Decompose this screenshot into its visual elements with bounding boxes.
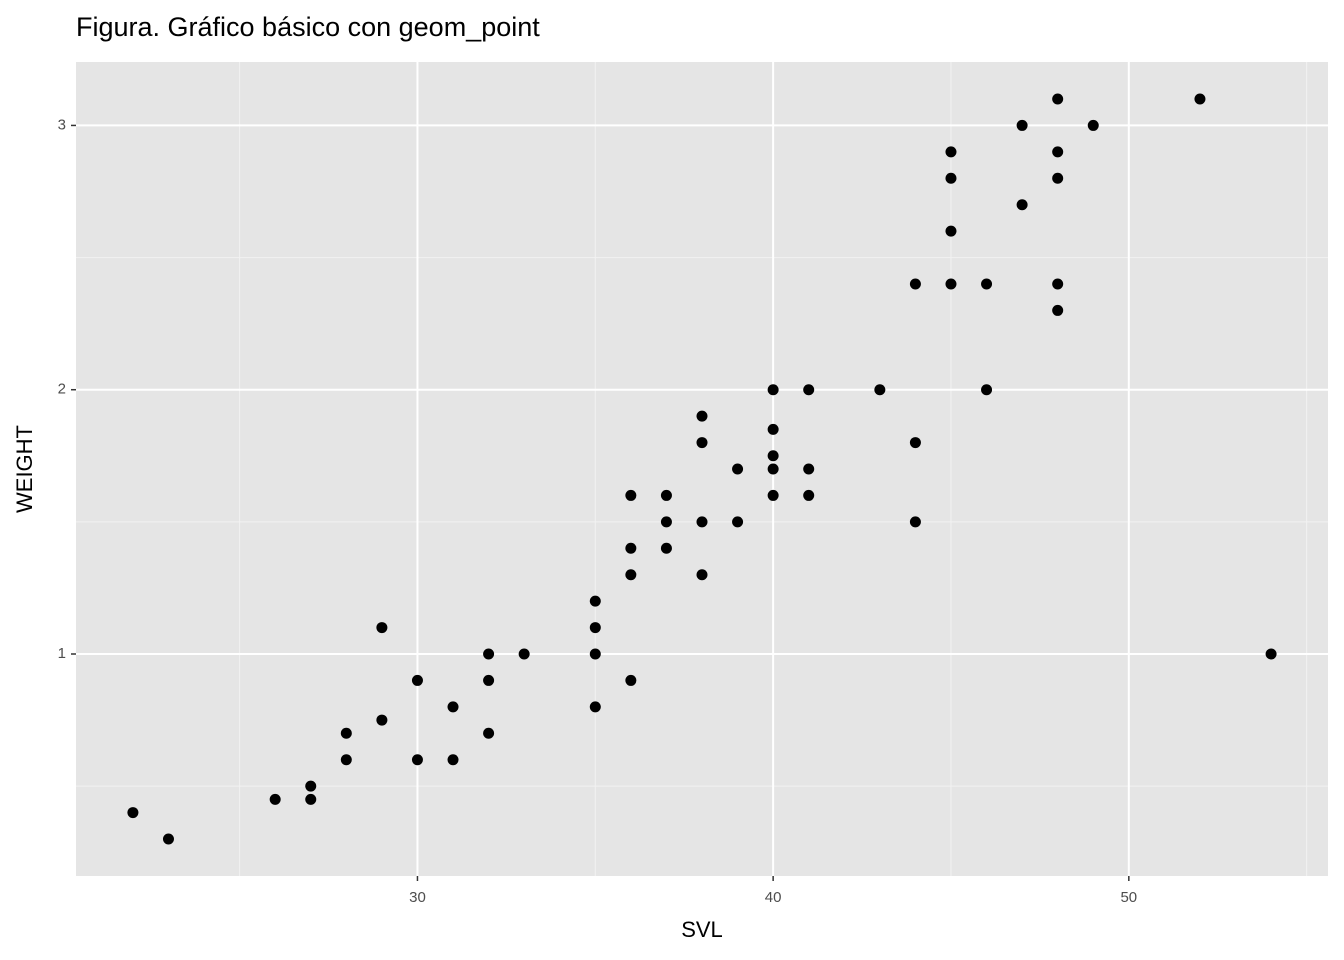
x-tick-label: 50: [1120, 889, 1137, 906]
point: [518, 648, 530, 660]
point: [767, 423, 779, 435]
point: [981, 278, 993, 290]
point: [411, 754, 423, 766]
point: [1194, 93, 1206, 105]
point: [625, 674, 637, 686]
point: [945, 146, 957, 158]
y-tick-label: 3: [58, 116, 66, 133]
point: [767, 384, 779, 396]
point: [767, 450, 779, 462]
point: [696, 569, 708, 581]
point: [127, 807, 139, 819]
point: [767, 489, 779, 501]
point: [589, 595, 601, 607]
point: [1016, 119, 1028, 131]
point: [1016, 199, 1028, 211]
point: [660, 516, 672, 528]
point: [1052, 304, 1064, 316]
point: [660, 542, 672, 554]
point: [767, 463, 779, 475]
point: [376, 714, 388, 726]
point: [909, 278, 921, 290]
point: [483, 727, 495, 739]
point: [1052, 278, 1064, 290]
point: [589, 622, 601, 634]
point: [305, 780, 317, 792]
chart-title: Figura. Gráfico básico con geom_point: [76, 12, 540, 42]
point: [625, 569, 637, 581]
point: [483, 674, 495, 686]
point: [909, 516, 921, 528]
x-axis-title: SVL: [681, 917, 723, 942]
point: [803, 489, 815, 501]
x-tick-label: 30: [409, 889, 426, 906]
point: [945, 225, 957, 237]
point: [625, 489, 637, 501]
point: [732, 516, 744, 528]
point: [376, 622, 388, 634]
point: [483, 648, 495, 660]
y-tick-label: 1: [58, 645, 66, 662]
point: [803, 463, 815, 475]
point: [340, 727, 352, 739]
point: [945, 278, 957, 290]
point: [874, 384, 886, 396]
y-axis-title: WEIGHT: [12, 425, 37, 513]
y-tick-label: 2: [58, 381, 66, 398]
point: [732, 463, 744, 475]
point: [945, 172, 957, 184]
point: [696, 516, 708, 528]
point: [305, 793, 317, 805]
point: [981, 384, 993, 396]
point: [625, 542, 637, 554]
point: [269, 793, 281, 805]
point: [589, 648, 601, 660]
point: [447, 701, 459, 713]
point: [411, 674, 423, 686]
point: [1052, 146, 1064, 158]
point: [162, 833, 174, 845]
point: [340, 754, 352, 766]
point: [696, 410, 708, 422]
point: [1052, 172, 1064, 184]
point: [589, 701, 601, 713]
panel: [76, 62, 1328, 876]
point: [803, 384, 815, 396]
point: [1087, 119, 1099, 131]
point: [1052, 93, 1064, 105]
point: [447, 754, 459, 766]
point: [696, 437, 708, 449]
point: [909, 437, 921, 449]
point: [660, 489, 672, 501]
x-tick-label: 40: [765, 889, 782, 906]
point: [1265, 648, 1277, 660]
